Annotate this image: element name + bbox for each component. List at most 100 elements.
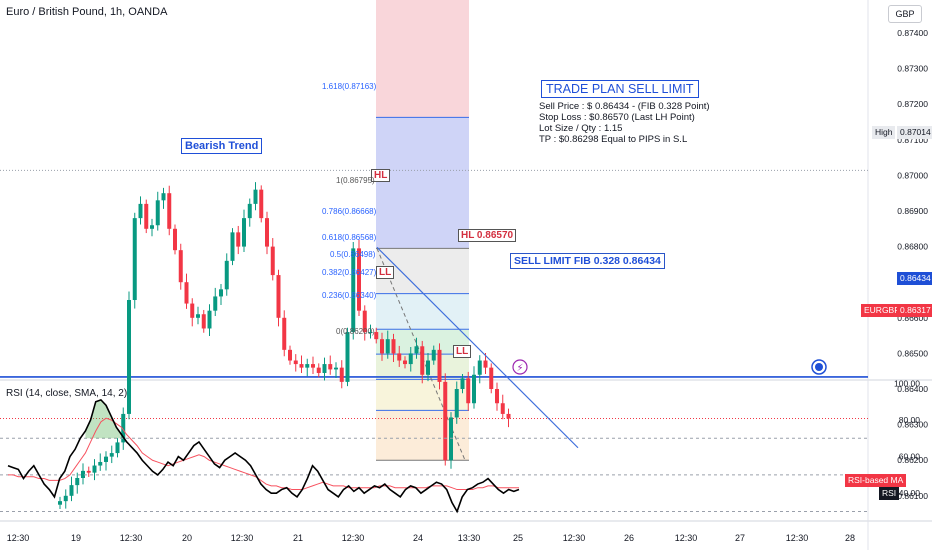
- rsi-indicator-title[interactable]: RSI (14, close, SMA, 14, 2): [6, 388, 128, 399]
- candle-body: [184, 282, 189, 304]
- fib-label-1: 1(0.86795): [336, 176, 375, 185]
- candle-body: [230, 232, 235, 261]
- candle-body: [213, 296, 218, 311]
- time-tick-label: 13:30: [458, 533, 481, 543]
- last-price-tag: 0.86317: [897, 304, 932, 317]
- rsi-tick-label: 40.00: [899, 488, 921, 498]
- candle-body: [322, 364, 327, 373]
- candle-body: [282, 317, 287, 350]
- price-tick-label: 0.87300: [897, 64, 928, 74]
- fib-band-extension: [376, 117, 469, 249]
- candle-body: [253, 189, 258, 204]
- time-tick-label: 12:30: [231, 533, 254, 543]
- candle-body: [380, 339, 384, 354]
- candle-body: [339, 367, 344, 382]
- time-tick-label: 19: [71, 533, 81, 543]
- candle-body: [104, 456, 108, 462]
- candle-body: [334, 367, 338, 370]
- rsi-tick-label: 100.00: [894, 378, 920, 388]
- plan-line-sell-price: Sell Price : $ 0.86434 - (FIB 0.328 Poin…: [539, 101, 710, 112]
- candle-body: [483, 360, 488, 368]
- candle-body: [408, 353, 413, 365]
- candle-body: [81, 470, 85, 478]
- time-tick-label: 27: [735, 533, 745, 543]
- candle-body: [293, 360, 298, 365]
- lightning-icon: [512, 359, 528, 375]
- high-value-tag: 0.87014: [897, 126, 932, 139]
- candle-body: [138, 203, 143, 219]
- candle-body: [98, 461, 103, 466]
- candle-body: [311, 364, 315, 368]
- time-tick-label: 12:30: [786, 533, 809, 543]
- price-tick-label: 0.87200: [897, 99, 928, 109]
- candle-body: [196, 314, 200, 318]
- candle-body: [201, 314, 206, 329]
- candle-body: [437, 349, 442, 382]
- price-tick-label: 0.86900: [897, 206, 928, 216]
- candle-body: [178, 250, 183, 283]
- candle-body: [270, 246, 275, 276]
- time-tick-label: 21: [293, 533, 303, 543]
- candle-body: [288, 349, 292, 361]
- plan-line-stop-loss: Stop Loss : $0.86570 (Last LH Point): [539, 112, 695, 123]
- fib-band: [376, 410, 469, 461]
- price-tick-label: 0.87400: [897, 28, 928, 38]
- time-tick-label: 12:30: [342, 533, 365, 543]
- candle-body: [299, 364, 304, 368]
- rsi-ma-tag: RSI-based MA: [845, 474, 907, 487]
- time-tick-label: 12:30: [675, 533, 698, 543]
- fib-label-0786: 0.786(0.86668): [322, 207, 377, 216]
- candle-body: [449, 417, 453, 461]
- fib-band: [376, 293, 469, 330]
- rsi-tick-label: 60.00: [899, 452, 921, 462]
- candle-body: [328, 364, 333, 370]
- candle-body: [247, 203, 252, 219]
- event-dot-core: [815, 363, 823, 371]
- candle-body: [115, 442, 120, 454]
- fib-band: [376, 379, 469, 411]
- candle-body: [259, 189, 264, 219]
- candle-body: [403, 360, 407, 365]
- candle-body: [477, 360, 482, 375]
- candle-body: [391, 339, 396, 354]
- price-tick-label: 0.86100: [897, 491, 928, 501]
- candle-body: [121, 413, 126, 443]
- time-tick-label: 24: [413, 533, 423, 543]
- candle-body: [265, 218, 269, 247]
- candle-body: [236, 232, 241, 247]
- candle-body: [86, 470, 91, 473]
- trade-plan-title: TRADE PLAN SELL LIMIT: [541, 80, 699, 98]
- candle-body: [173, 228, 177, 251]
- candle-body: [506, 413, 511, 419]
- candle-body: [374, 332, 379, 340]
- candle-body: [276, 275, 281, 318]
- candle-body: [362, 310, 367, 333]
- candle-body: [385, 339, 390, 354]
- candle-body: [63, 495, 68, 502]
- plan-line-lot-size: Lot Size / Qty : 1.15: [539, 123, 623, 134]
- time-tick-label: 12:30: [563, 533, 586, 543]
- sell-price-tag: 0.86434: [897, 272, 932, 285]
- candle-body: [190, 303, 195, 318]
- candle-body: [351, 248, 356, 333]
- candle-body: [460, 378, 465, 389]
- candle-body: [414, 346, 419, 354]
- candle-body: [472, 374, 476, 404]
- price-tick-label: 0.86600: [897, 313, 928, 323]
- hl-top-label: HL: [371, 169, 391, 182]
- candle-body: [132, 218, 137, 300]
- candle-body: [58, 501, 62, 505]
- price-tick-label: 0.87100: [897, 135, 928, 145]
- time-tick-label: 12:30: [7, 533, 30, 543]
- time-tick-label: 26: [624, 533, 634, 543]
- fib-label-0618: 0.618(0.86568): [322, 233, 377, 242]
- candle-body: [443, 381, 448, 461]
- currency-button[interactable]: GBP: [888, 5, 922, 23]
- rsi-overbought-fill: [85, 399, 122, 439]
- candle-body: [224, 260, 229, 290]
- symbol-title: Euro / British Pound, 1h, OANDA: [6, 6, 168, 18]
- candle-body: [144, 203, 149, 229]
- candle-body: [305, 364, 310, 368]
